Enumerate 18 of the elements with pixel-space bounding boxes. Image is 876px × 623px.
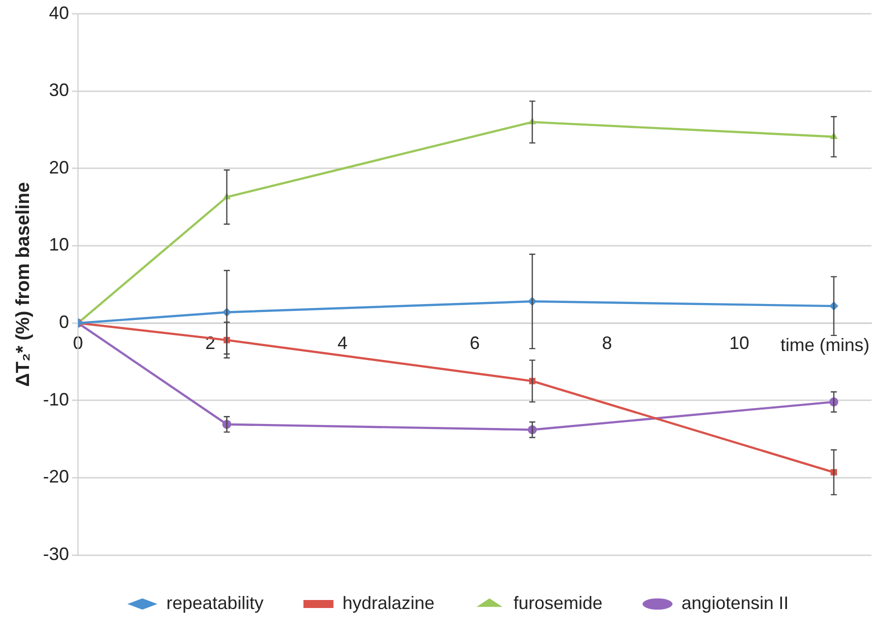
legend-label: hydralazine [342, 592, 435, 613]
x-axis-title: time (mins) [780, 335, 870, 356]
y-axis-title: ΔT₂* (%) from baseline [13, 182, 34, 387]
x-tick-label: 8 [602, 332, 612, 353]
y-tick-label: -30 [43, 544, 70, 564]
y-tick-label: 30 [48, 80, 70, 100]
y-tick-label: 40 [48, 2, 70, 23]
y-tick-label: 20 [48, 157, 70, 178]
x-tick-label: 10 [729, 332, 750, 353]
x-tick-label: 6 [470, 332, 480, 353]
legend-label: repeatability [166, 592, 264, 613]
legend-label: angiotensin II [682, 592, 789, 613]
legend-label: furosemide [514, 592, 603, 613]
y-tick-label: 0 [59, 312, 70, 332]
y-tick-label: -20 [43, 466, 70, 487]
x-tick-label: 4 [338, 332, 348, 353]
y-tick-label: -10 [43, 389, 70, 410]
y-tick-label: 10 [48, 234, 70, 255]
